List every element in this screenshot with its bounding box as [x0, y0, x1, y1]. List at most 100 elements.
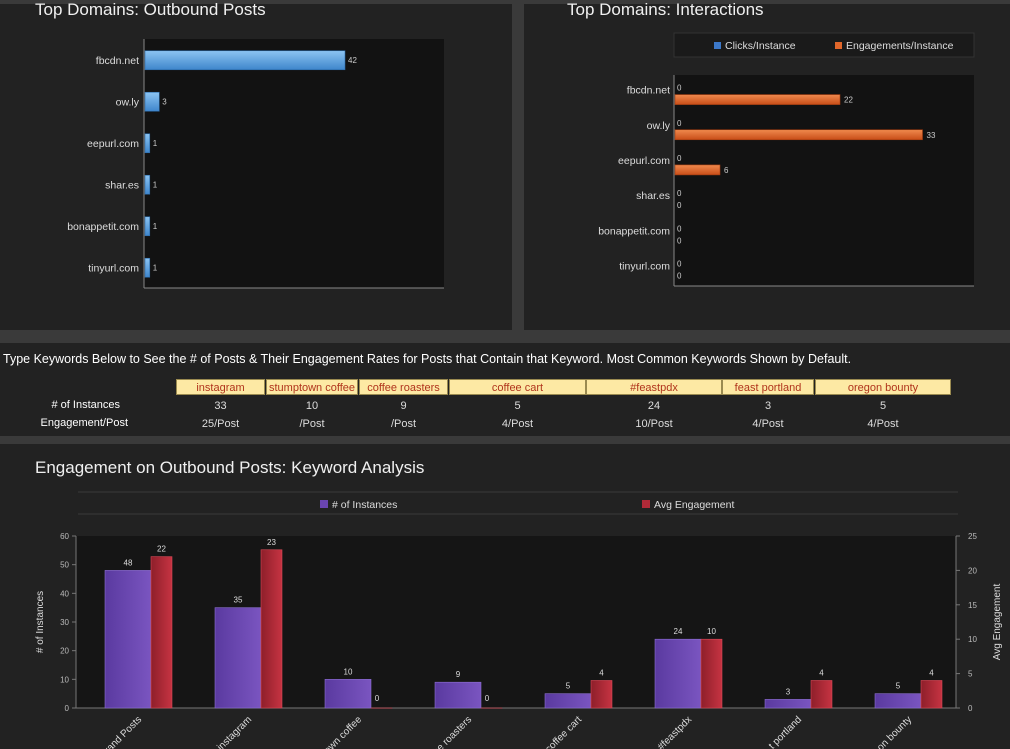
bar-engagement	[920, 680, 943, 709]
data-label-instances: 9	[456, 670, 461, 679]
bar	[144, 216, 151, 237]
right-tick-label: 25	[968, 532, 977, 541]
category-label: on bounty	[875, 714, 914, 749]
keyword-input[interactable]: #feastpdx	[586, 379, 722, 395]
right-tick-label: 0	[968, 704, 973, 713]
right-tick-label: 15	[968, 601, 977, 610]
category-label: eepurl.com	[618, 155, 670, 167]
bar-instances	[874, 693, 922, 709]
data-label-engagements: 33	[927, 131, 936, 140]
category-label: bonappetit.com	[67, 221, 139, 233]
legend-label: Engagements/Instance	[846, 40, 954, 52]
bar-instances	[764, 699, 812, 709]
category-label: tinyurl.com	[619, 260, 670, 272]
category-label: bonappetit.com	[598, 225, 670, 237]
instances-value: 33	[214, 400, 227, 412]
bar-engagement	[700, 638, 723, 709]
legend-swatch	[835, 42, 842, 49]
category-label: ow.ly	[647, 120, 671, 132]
data-label-engagement: 0	[485, 694, 490, 703]
keyword-chart-title: Engagement on Outbound Posts: Keyword An…	[35, 458, 425, 477]
legend-label: # of Instances	[332, 499, 397, 511]
instances-value: 3	[764, 400, 772, 412]
keyword-chart: # of Instances Avg Engagement010203040506…	[35, 491, 1003, 749]
category-label: tinyurl.com	[88, 262, 139, 274]
data-label: 1	[153, 222, 158, 231]
data-label-engagements: 22	[844, 96, 853, 105]
data-label-engagement: 4	[599, 668, 604, 677]
bar-instances	[324, 679, 372, 709]
legend-swatch	[642, 500, 650, 508]
outbound-chart-title: Top Domains: Outbound Posts	[35, 0, 266, 19]
outbound-chart: fbcdn.net 42 ow.ly 3 eepurl.com 1 shar.es 1 bona…	[67, 39, 444, 289]
bar-engagement	[810, 680, 833, 709]
data-label-instances: 10	[344, 667, 353, 676]
data-label-engagement: 23	[267, 538, 276, 547]
data-label-engagement: 4	[929, 668, 934, 677]
data-label-engagements: 0	[677, 271, 682, 280]
bar-instances	[104, 570, 152, 709]
legend-swatch	[714, 42, 721, 49]
data-label-instances: 24	[674, 627, 683, 636]
keyword-instructions: Type Keywords Below to See the # of Post…	[3, 352, 852, 366]
left-tick-label: 50	[60, 561, 69, 570]
plot-area	[144, 39, 444, 288]
engagement-value: 4/Post	[501, 418, 534, 430]
left-tick-label: 10	[60, 675, 69, 684]
bar	[144, 133, 151, 154]
data-label: 42	[348, 56, 357, 65]
data-label-engagement: 0	[375, 694, 380, 703]
right-tick-label: 20	[968, 566, 977, 575]
right-tick-label: 10	[968, 635, 977, 644]
engagement-value: /Post	[390, 418, 417, 430]
row-label-instances: # of Instances	[51, 399, 121, 411]
keyword-input[interactable]: coffee cart	[449, 379, 586, 395]
data-label-engagement: 22	[157, 545, 166, 554]
bar-instances	[214, 607, 262, 709]
category-label: shar.es	[636, 190, 670, 202]
data-label-instances: 48	[124, 558, 133, 567]
keyword-input[interactable]: oregon bounty	[815, 379, 951, 395]
data-label-engagement: 10	[707, 627, 716, 636]
data-label-engagements: 0	[677, 201, 682, 210]
y-axis-title-right: Avg Engagement	[992, 584, 1003, 661]
category-label: ow.ly	[116, 96, 140, 108]
keyword-input[interactable]: instagram	[176, 379, 265, 395]
data-label: 1	[153, 180, 158, 189]
plot-area	[674, 75, 974, 286]
bar	[144, 257, 151, 278]
keyword-input[interactable]: feast portland	[722, 379, 814, 395]
bar-engagement	[590, 680, 613, 709]
bar	[144, 174, 151, 195]
category-label: Brand Posts	[98, 714, 144, 749]
bar-engagements	[674, 164, 721, 176]
keyword-chart-panel: Engagement on Outbound Posts: Keyword An…	[0, 444, 1010, 749]
instances-value: 5	[514, 400, 521, 412]
data-label-instances: 3	[786, 687, 791, 696]
engagement-value: 25/Post	[201, 418, 240, 430]
legend-box	[673, 32, 975, 58]
legend-swatch	[320, 500, 328, 508]
data-label-engagement: 4	[819, 668, 824, 677]
bar-engagement	[150, 556, 173, 709]
bar-instances	[544, 693, 592, 709]
data-label: 3	[162, 97, 167, 106]
category-label: fbcdn.net	[627, 85, 670, 97]
data-label-instances: 5	[896, 682, 901, 691]
left-tick-label: 30	[60, 618, 69, 627]
category-label: shar.es	[105, 179, 139, 191]
interactions-chart: Clicks/Instance Engagements/Instance fbcdn…	[598, 32, 975, 287]
instances-value: 10	[305, 400, 319, 412]
keyword-input[interactable]: stumptown coffee	[266, 379, 358, 395]
bar-engagements	[674, 94, 841, 105]
bar-instances	[434, 681, 482, 709]
bar	[144, 91, 160, 112]
bar-engagements	[674, 129, 923, 141]
engagement-value: 4/Post	[752, 418, 784, 430]
category-label: fbcdn.net	[96, 55, 139, 67]
engagement-value: 4/Post	[867, 418, 899, 430]
bar-instances	[654, 638, 702, 709]
keyword-input[interactable]: coffee roasters	[359, 379, 448, 395]
data-label-clicks: 0	[677, 224, 682, 233]
data-label-engagements: 0	[677, 236, 682, 245]
